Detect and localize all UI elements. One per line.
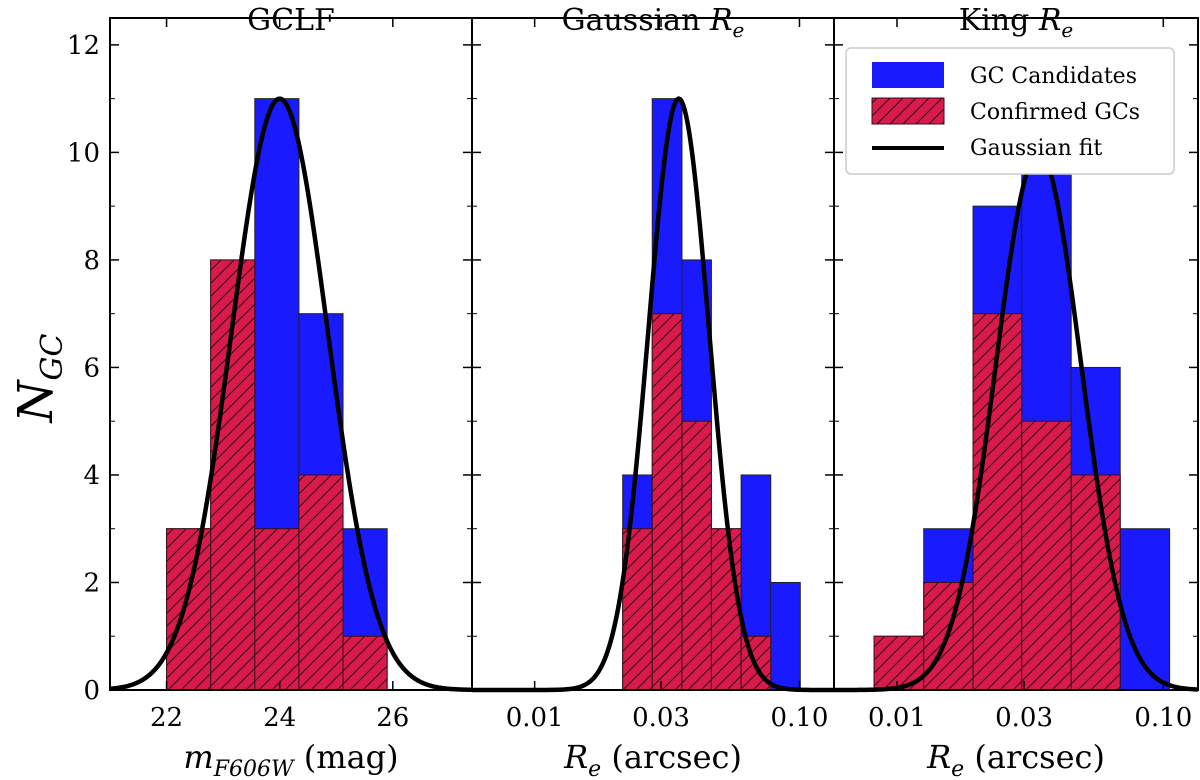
confirmed-bar [710,528,742,691]
panel-title: King Re [959,3,1074,42]
x-tick-label: 0.10 [771,703,829,733]
confirmed-bar [298,474,344,691]
x-axis-label-subscript: F606W [213,757,296,780]
x-axis-label-symbol: R [563,738,588,776]
legend: GC Candidates Confirmed GCs Gaussian fit [845,47,1175,175]
legend-candidates-label: GC Candidates [970,64,1137,89]
confirmed-bar [681,420,712,691]
confirmed-bar [342,635,388,691]
x-axis-label-unit: (arcsec) [601,738,742,776]
panel-title-text: Gaussian [562,3,710,38]
panel-title-text: GCLF [247,3,335,38]
x-axis-label: Re (arcsec) [926,738,1105,780]
candidates-bar [770,581,801,691]
panel-frame [833,17,1199,691]
x-tick-label: 0.01 [868,703,926,733]
panel-title-text: King [959,3,1039,38]
panel-title-symbol: R [709,3,733,38]
x-axis-label-symbol: R [926,738,951,776]
y-tick-label: 10 [67,138,100,168]
y-tick-label: 8 [83,246,100,276]
x-tick-label: 0.10 [1134,703,1192,733]
confirmed-bar [651,313,683,691]
confirmed-bar [166,528,212,691]
x-tick-label: 0.03 [995,703,1053,733]
y-tick-label: 12 [67,31,100,61]
confirmed-bar [1021,420,1072,691]
x-tick-label: 0.03 [632,703,690,733]
y-tick-label: 0 [83,676,100,706]
y-axis-label: NGC [8,333,70,423]
x-tick-label: 0.01 [506,703,564,733]
panel-title: GCLF [247,3,335,38]
panel-title-subscript: e [733,18,745,42]
y-tick-label: 4 [83,461,100,491]
x-axis-label-unit: (arcsec) [964,738,1105,776]
x-tick-label: 26 [376,703,409,733]
panel-title-symbol: R [1038,3,1062,38]
y-tick-label: 2 [83,568,100,598]
confirmed-bar [1070,474,1121,691]
gaussian-fit-curve [109,96,473,693]
legend-confirmed-swatch [871,97,945,125]
x-axis-label-subscript: e [588,757,601,780]
x-axis-label-subscript: e [951,757,964,780]
confirmed-bar [254,528,300,691]
x-axis-label-unit: (mag) [294,738,399,776]
x-tick-label: 24 [263,703,296,733]
legend-confirmed-label: Confirmed GCs [970,100,1140,125]
x-tick-label: 22 [150,703,183,733]
x-axis-label-symbol: m [183,738,213,776]
panel-title-subscript: e [1061,18,1073,42]
y-tick-label: 6 [83,353,100,383]
panel-title: Gaussian Re [562,3,745,42]
gaussian-fit-curve [834,150,1199,693]
legend-candidates-swatch [872,62,944,88]
x-axis-label: mF606W (mag) [183,738,398,780]
x-axis-label: Re (arcsec) [563,738,742,780]
legend-fit-label: Gaussian fit [970,136,1102,161]
